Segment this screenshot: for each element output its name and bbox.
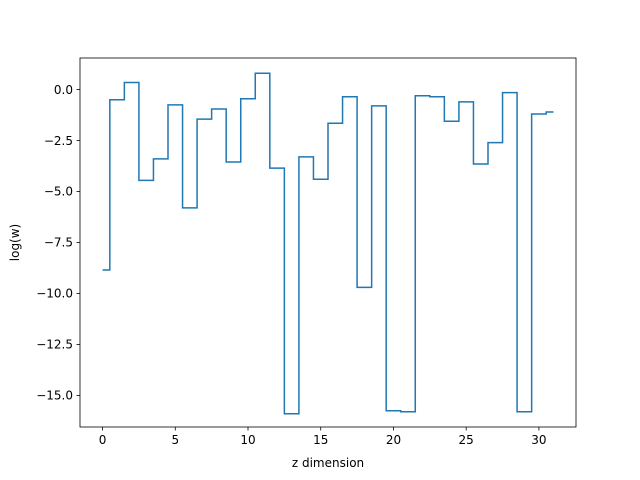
- plot-area: [80, 58, 576, 427]
- y-tick-label: −12.5: [36, 338, 73, 352]
- x-tick-label: 10: [240, 433, 255, 447]
- x-tick-label: 5: [171, 433, 179, 447]
- x-tick-label: 25: [459, 433, 474, 447]
- y-axis-label: log(w): [8, 224, 22, 261]
- y-tick-label: −15.0: [36, 389, 73, 403]
- y-tick-label: −5.0: [44, 185, 73, 199]
- x-tick-label: 0: [99, 433, 107, 447]
- x-axis-ticks: 0 5 10 15 20 25 30: [99, 427, 547, 447]
- x-tick-label: 15: [313, 433, 328, 447]
- x-axis-label: z dimension: [292, 456, 364, 470]
- series-line-0: [102, 72, 554, 415]
- y-tick-label: −2.5: [44, 134, 73, 148]
- y-tick-label: −7.5: [44, 236, 73, 250]
- y-tick-label: 0.0: [54, 83, 73, 97]
- x-tick-label: 20: [386, 433, 401, 447]
- y-axis-ticks: 0.0 −2.5 −5.0 −7.5 −10.0 −12.5 −15.0: [36, 83, 80, 403]
- x-tick-label: 30: [531, 433, 546, 447]
- y-tick-label: −10.0: [36, 287, 73, 301]
- series-layer: [102, 72, 554, 415]
